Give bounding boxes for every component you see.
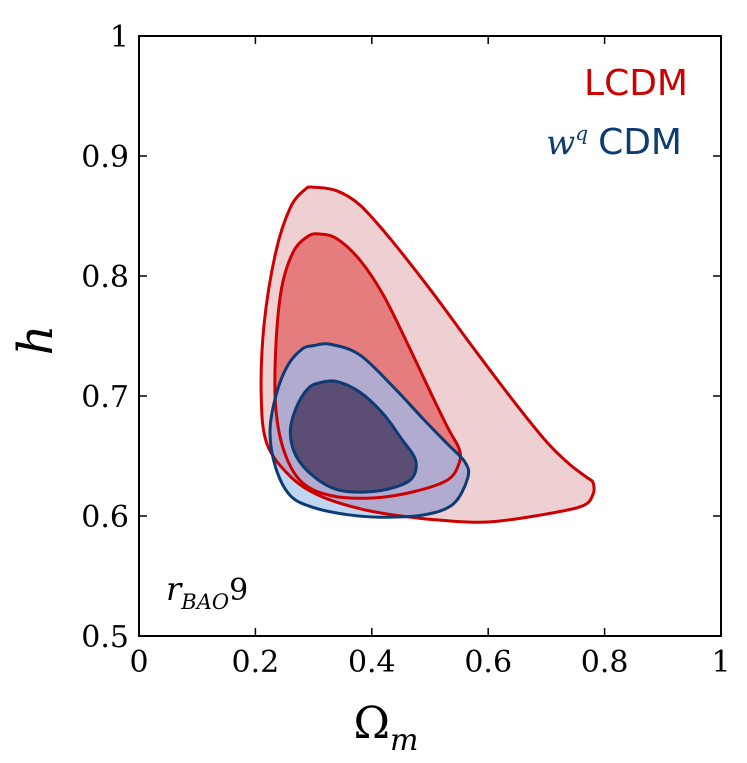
wqcdm-inner-contour-line [288, 379, 418, 494]
wqcdm-inner-contour-fill [290, 380, 417, 493]
dataset-annotation: rBAO9 [166, 570, 248, 614]
x-tick-label: 0 [129, 645, 148, 680]
lcdm-outer-contour-line [259, 185, 596, 524]
y-tick-label: 1 [110, 20, 129, 55]
y-tick-label: 0.7 [81, 380, 129, 415]
plot-frame [138, 35, 722, 637]
x-tick-label: 1 [711, 645, 730, 680]
x-tick-label: 0.6 [464, 645, 512, 680]
wqcdm-outer-contour-line [268, 342, 471, 519]
lcdm-inner-contour-line [273, 232, 463, 500]
y-tick-label: 0.6 [81, 500, 129, 535]
legend-entry-wqcdm: wq CDM [546, 121, 682, 163]
y-axis-label: h [8, 325, 64, 356]
x-tick-label: 0.4 [348, 645, 396, 680]
x-tick-label: 0.8 [581, 645, 629, 680]
x-axis-label: Ωm [354, 698, 419, 758]
y-tick-label: 0.8 [81, 260, 129, 295]
tick-layer: 0 0.2 0.4 0.6 0.8 1 0.5 0.6 0.7 0.8 0.9 1 [81, 20, 730, 680]
legend-entry-lcdm: LCDM [584, 63, 688, 104]
contour-layer [259, 185, 596, 524]
y-tick-label: 0.9 [81, 140, 129, 175]
y-tick-label: 0.5 [81, 620, 129, 655]
x-tick-label: 0.2 [232, 645, 280, 680]
